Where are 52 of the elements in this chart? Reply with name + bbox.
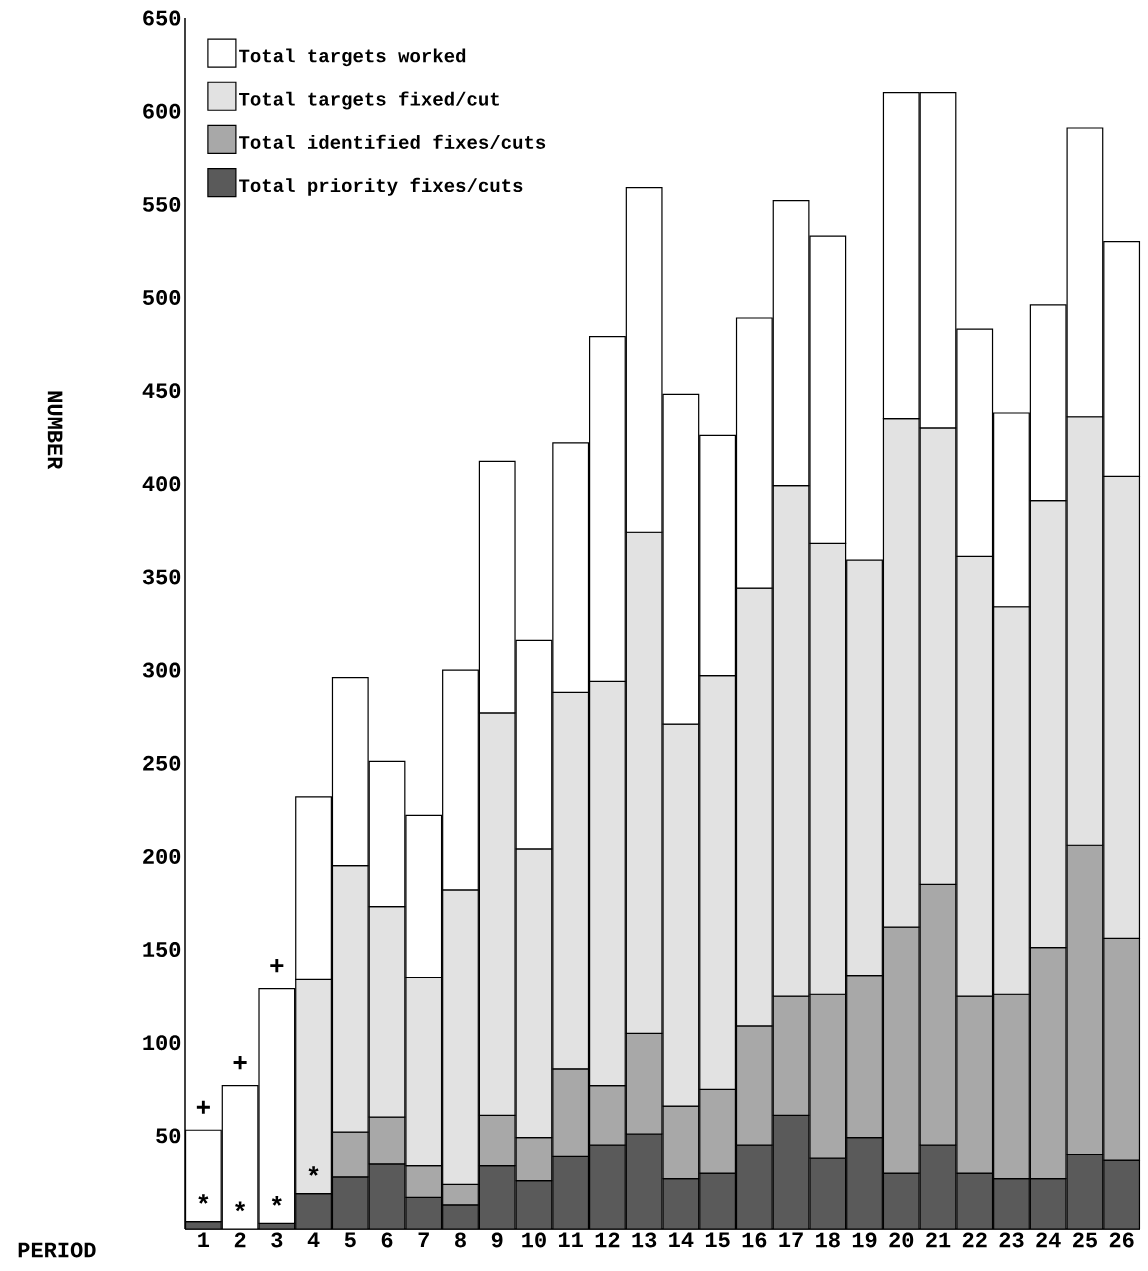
y-tick-label: 100 <box>143 1035 181 1051</box>
x-tick-label: 9 <box>491 1232 503 1248</box>
x-tick-label: 23 <box>999 1232 1024 1248</box>
legend-label: Total identified fixes/cuts <box>239 134 546 149</box>
x-tick-label: 12 <box>595 1232 620 1248</box>
x-tick-label: 13 <box>632 1232 657 1248</box>
x-tick-label: 17 <box>779 1232 803 1248</box>
x-tick-label: 5 <box>344 1232 356 1248</box>
x-axis-title: PERIOD <box>18 1242 96 1258</box>
x-tick-label: 1 <box>198 1232 210 1248</box>
annotation: * <box>308 1166 319 1176</box>
y-tick-label: 450 <box>142 383 181 399</box>
x-tick-label: 24 <box>1036 1232 1061 1248</box>
annotation: + <box>270 959 284 973</box>
x-tick-label: 15 <box>705 1232 730 1248</box>
x-tick-label: 26 <box>1109 1232 1134 1248</box>
y-tick-label: 300 <box>142 662 181 678</box>
y-tick-label: 600 <box>143 103 181 119</box>
annotation: + <box>233 1055 247 1070</box>
y-tick-label: 550 <box>142 196 181 212</box>
annotation: * <box>271 1195 282 1206</box>
x-tick-label: 19 <box>852 1232 877 1248</box>
annotation: * <box>198 1194 209 1204</box>
y-tick-label: 500 <box>142 290 181 305</box>
y-tick-label: 350 <box>142 569 181 585</box>
x-tick-label: 22 <box>962 1232 987 1248</box>
x-tick-label: 6 <box>381 1232 393 1248</box>
y-tick-label: 400 <box>142 476 181 492</box>
legend-label: Total targets worked <box>239 48 466 67</box>
x-tick-label: 8 <box>455 1232 466 1248</box>
y-tick-label: 50 <box>156 1128 181 1144</box>
legend-label: Total priority fixes/cuts <box>239 177 523 196</box>
legend-label: Total targets fixed/cut <box>239 91 499 110</box>
y-tick-label: 150 <box>143 942 181 958</box>
x-tick-label: 25 <box>1073 1232 1097 1248</box>
annotation: + <box>196 1100 210 1114</box>
x-tick-label: 20 <box>889 1232 914 1248</box>
y-tick-label: 650 <box>143 10 181 26</box>
x-tick-label: 14 <box>669 1232 694 1248</box>
x-tick-label: 11 <box>558 1232 583 1248</box>
y-axis-title: NUMBER <box>47 391 63 470</box>
x-tick-label: 3 <box>271 1232 283 1248</box>
x-tick-label: 2 <box>234 1232 246 1248</box>
x-tick-label: 21 <box>926 1232 951 1248</box>
x-tick-label: 16 <box>742 1232 767 1248</box>
x-tick-label: 18 <box>816 1232 840 1248</box>
x-tick-label: 7 <box>418 1232 429 1248</box>
y-tick-label: 200 <box>143 848 181 864</box>
y-tick-label: 250 <box>143 755 181 771</box>
x-tick-label: 10 <box>522 1232 546 1248</box>
annotation: * <box>235 1201 246 1212</box>
x-tick-label: 4 <box>307 1232 320 1248</box>
